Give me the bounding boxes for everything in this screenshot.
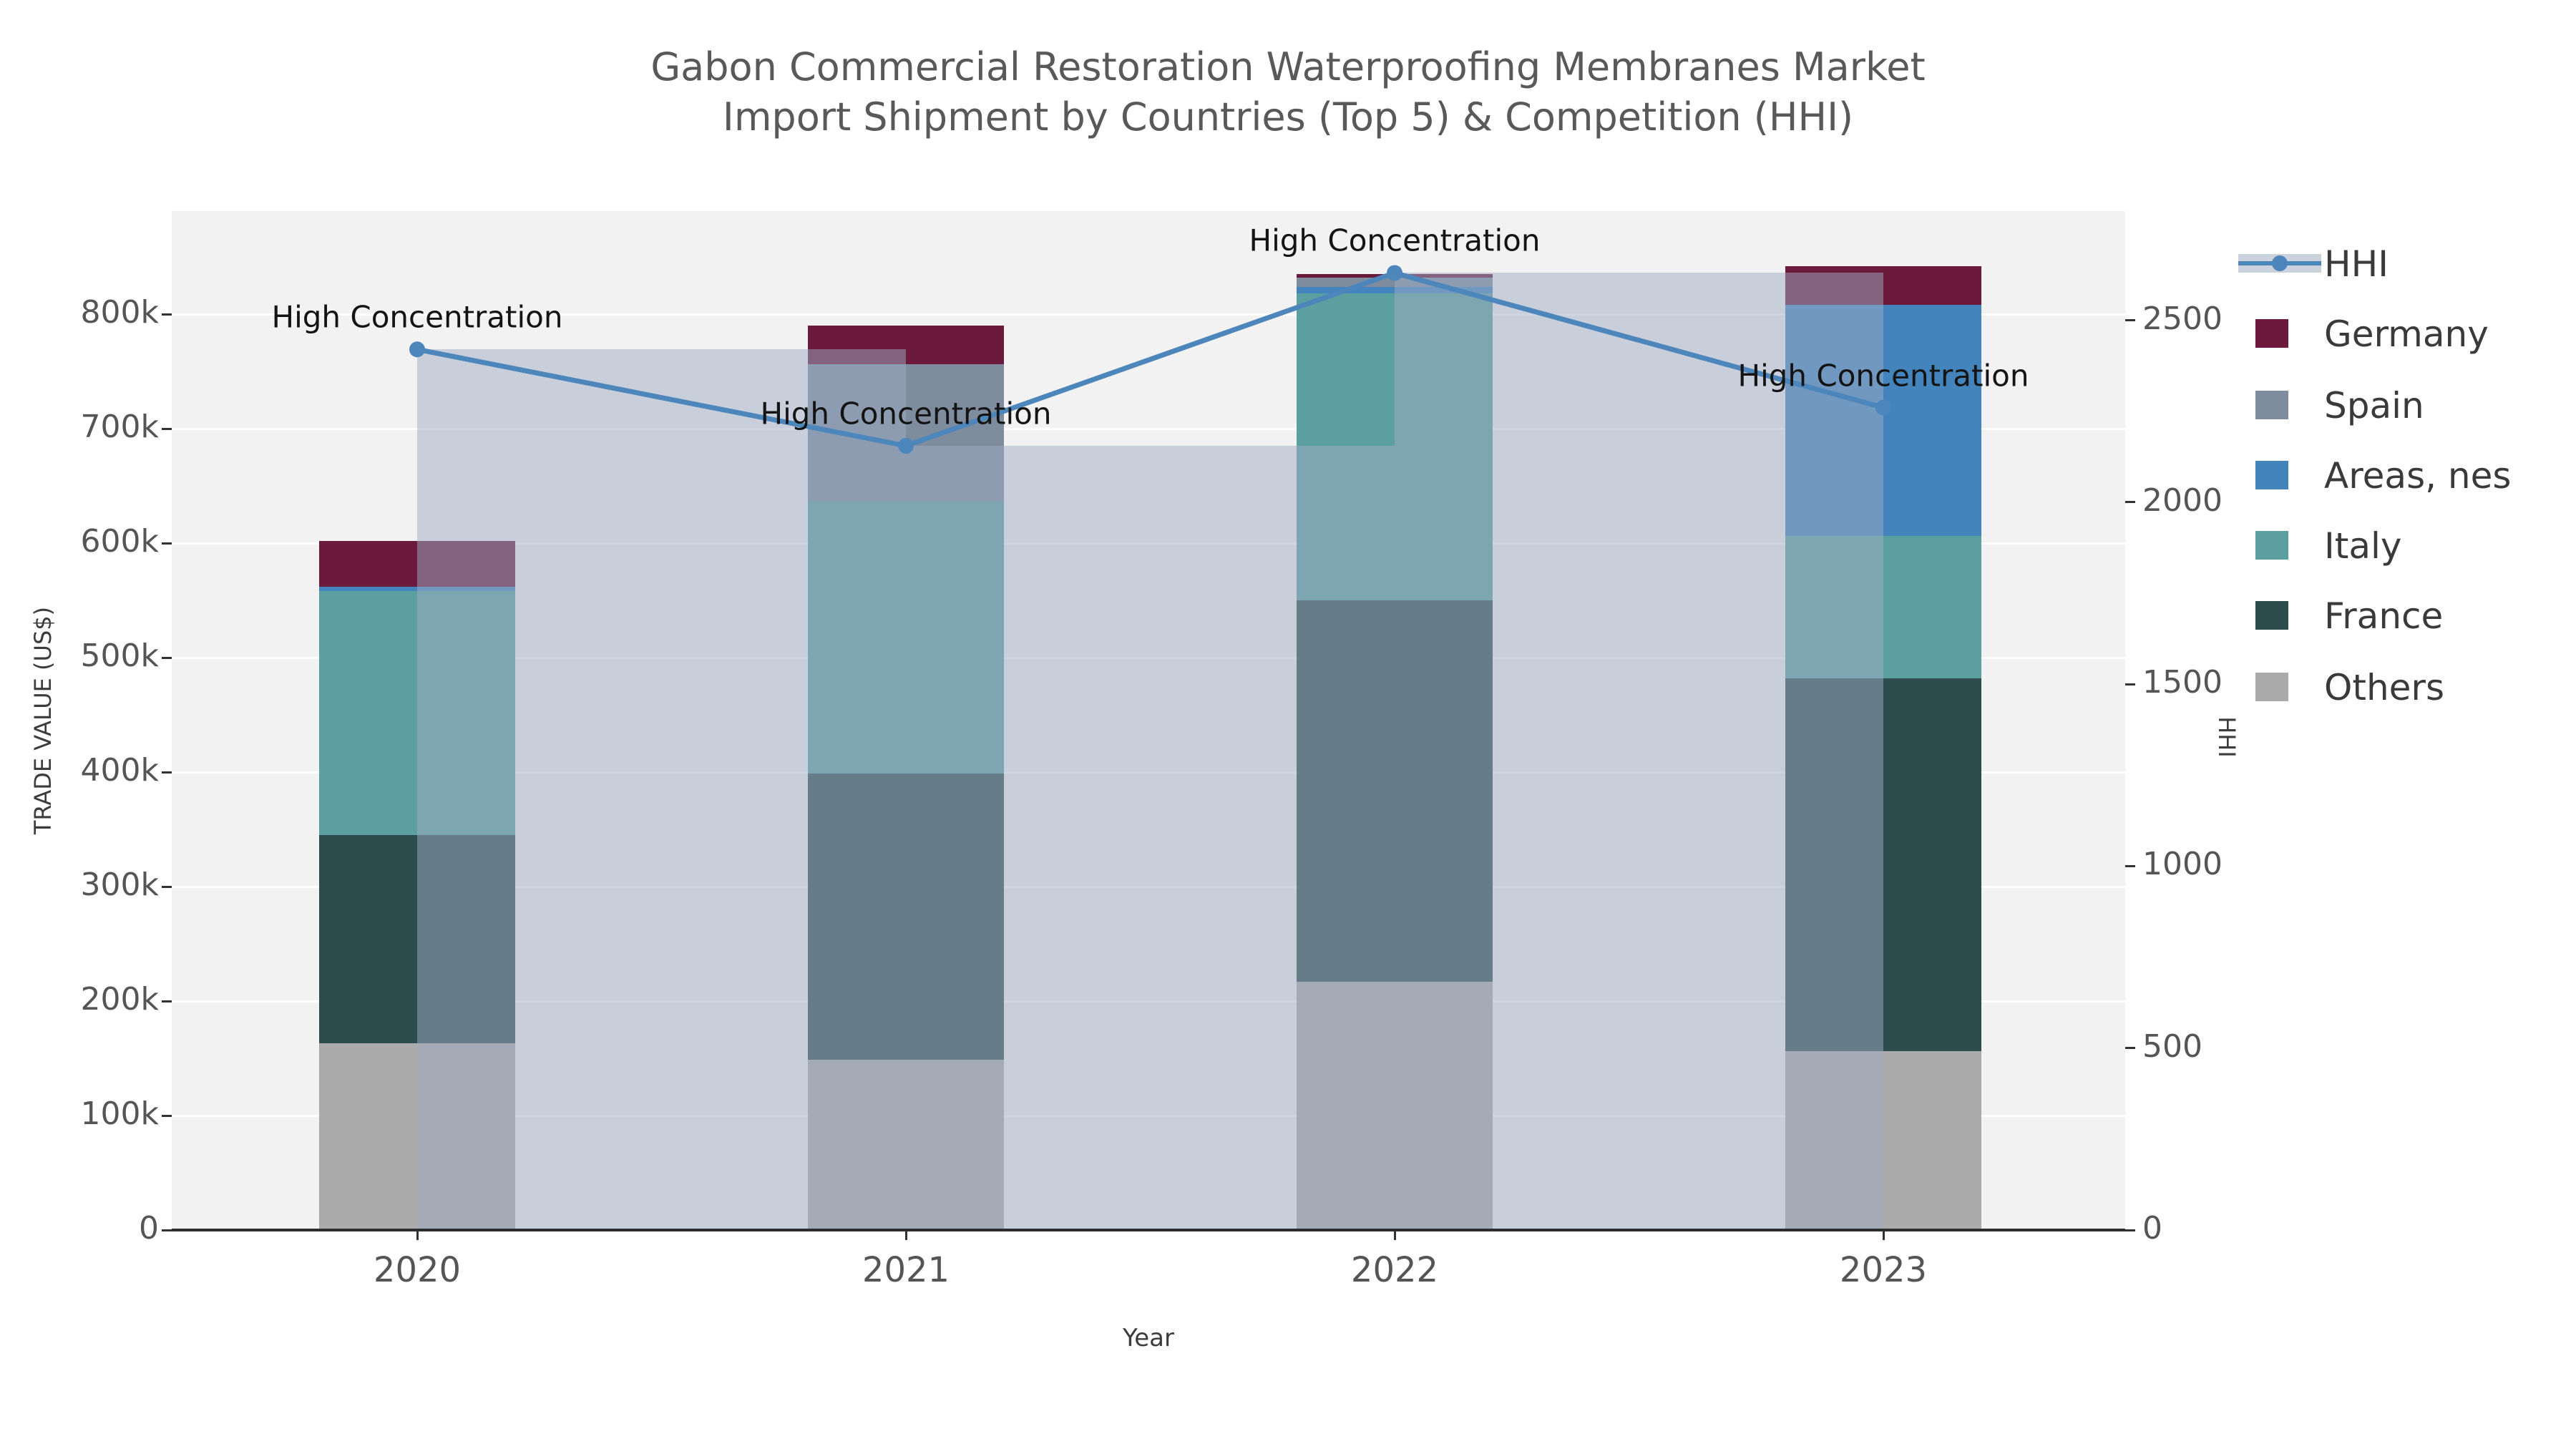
y-left-tick-mark [162,885,172,888]
hhi-point-2020 [409,341,425,358]
gridline [172,427,2125,430]
hhi-line [416,270,1884,449]
legend-label-italy: Italy [2324,525,2402,567]
y-left-tick-mark [162,1114,172,1117]
hhi-step-fill [1395,273,1883,1230]
hhi-point-2023 [1875,399,1891,416]
legend-label-germany: Germany [2324,313,2489,355]
others-swatch [2255,673,2288,701]
hhi-step-fill [906,446,1395,1230]
france-swatch [2255,601,2288,630]
hhi-annotation-2023: High Concentration [1737,358,2029,394]
y-left-tick-label-400k: 400k [80,752,159,789]
hhi-annotation-2020: High Concentration [271,299,563,335]
y-right-tick-label-500: 500 [2142,1028,2202,1065]
y-left-axis-label: TRADE VALUE (US$) [29,606,57,835]
legend-item-france: France [2233,595,2569,637]
legend-item-areas-nes: Areas, nes [2233,455,2569,497]
y-left-tick-mark [162,542,172,545]
hhi-point-2022 [1387,265,1402,281]
y-left-tick-mark [162,1229,172,1231]
areas-nes-swatch [2255,461,2288,489]
y-left-tick-label-300k: 300k [80,867,159,903]
y-left-tick-label-500k: 500k [80,638,159,674]
legend-item-germany: Germany [2233,313,2569,355]
y-right-tick-mark [2125,1229,2135,1231]
hhi-step-fill [417,349,906,1230]
y-right-axis-label: HHI [2213,716,2240,758]
y-left-tick-mark [162,427,172,430]
y-right-tick-label-0: 0 [2142,1210,2162,1246]
chart-title-line2: Import Shipment by Countries (Top 5) & C… [722,94,1854,140]
y-left-tick-label-800k: 800k [80,294,159,331]
spain-swatch [2255,391,2288,419]
y-left-tick-label-600k: 600k [80,523,159,560]
y-left-tick-mark [162,313,172,316]
y-right-tick-mark [2125,864,2135,867]
legend-item-spain: Spain [2233,385,2569,426]
x-tick-label-2022: 2022 [1350,1250,1439,1290]
x-tick-mark [1393,1230,1396,1240]
hhi-annotation-2022: High Concentration [1249,223,1541,258]
y-left-tick-label-700k: 700k [80,409,159,445]
x-axis-line [172,1229,2125,1231]
y-right-tick-mark [2125,1047,2135,1050]
y-left-tick-label-100k: 100k [80,1096,159,1132]
x-tick-label-2021: 2021 [862,1250,950,1290]
y-right-tick-mark [2125,319,2135,322]
x-tick-mark [904,1230,907,1240]
legend-item-italy: Italy [2233,525,2569,567]
hhi-point-2021 [898,438,914,454]
x-tick-mark [416,1230,419,1240]
legend-item-others: Others [2233,667,2569,708]
y-left-tick-label-0: 0 [139,1210,159,1246]
y-right-tick-label-1000: 1000 [2142,846,2223,883]
y-left-tick-label-200k: 200k [80,981,159,1018]
legend-label-france: France [2324,595,2444,637]
chart-title-line1: Gabon Commercial Restoration Waterproofi… [650,44,1926,89]
germany-swatch [2255,319,2288,348]
x-tick-mark [1882,1230,1885,1240]
y-right-tick-mark [2125,501,2135,504]
y-left-tick-mark [162,771,172,774]
y-right-tick-mark [2125,683,2135,686]
y-right-tick-label-2000: 2000 [2142,482,2223,519]
x-axis-label: Year [1123,1324,1174,1352]
x-tick-label-2020: 2020 [373,1250,462,1290]
legend-label-others: Others [2324,667,2445,708]
legend-item-hhi: HHI [2233,243,2569,285]
legend-label-spain: Spain [2324,385,2424,426]
legend-label-areas-nes: Areas, nes [2324,455,2512,497]
hhi-annotation-2021: High Concentration [760,396,1052,431]
x-tick-label-2023: 2023 [1839,1250,1928,1290]
italy-swatch [2255,531,2288,560]
y-right-tick-label-2500: 2500 [2142,300,2223,337]
gridline [172,313,2125,316]
legend-label-hhi: HHI [2324,243,2389,285]
y-left-tick-mark [162,1000,172,1002]
hhi-legend-dot [2272,255,2288,271]
y-right-tick-label-1500: 1500 [2142,664,2223,701]
y-left-tick-mark [162,656,172,659]
